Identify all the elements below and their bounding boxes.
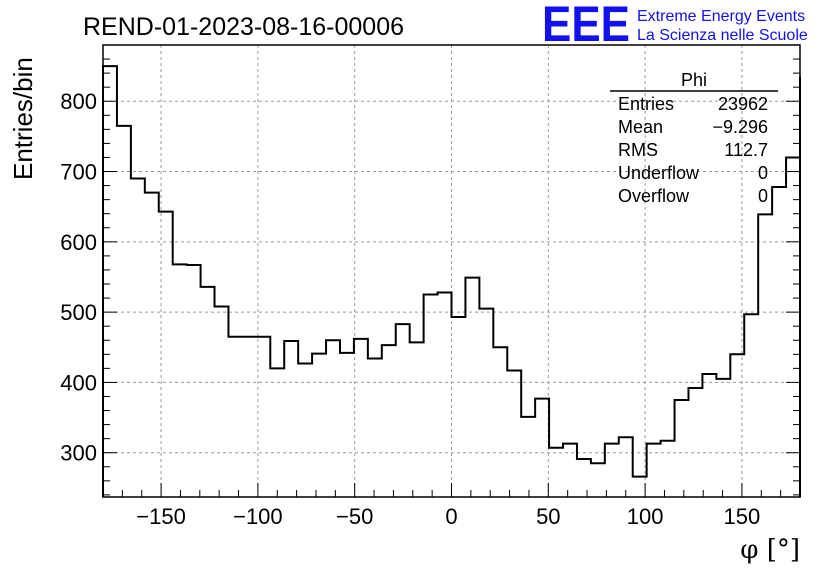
histogram-step-line	[102, 65, 801, 497]
y-tick-label: 400	[60, 370, 97, 395]
y-tick-label: 700	[60, 160, 97, 185]
x-tick-label: −100	[233, 504, 283, 529]
logo-line-1: Extreme Energy Events	[637, 8, 805, 25]
stats-label-rms: RMS	[618, 140, 658, 160]
chart-title: REND-01-2023-08-16-00006	[83, 13, 404, 41]
stats-label-underflow: Underflow	[618, 163, 700, 183]
histogram	[102, 65, 801, 497]
axis-ticks	[102, 44, 801, 497]
x-tick-label: 100	[627, 504, 664, 529]
eee-logo: EEE Extreme Energy Events La Scienza nel…	[542, 0, 808, 52]
stats-label-mean: Mean	[618, 117, 663, 137]
x-tick-label: 150	[724, 504, 761, 529]
stats-value-overflow: 0	[758, 186, 768, 206]
y-tick-label: 300	[60, 441, 97, 466]
eee-logo-mark: EEE	[542, 0, 630, 52]
y-tick-label: 600	[60, 230, 97, 255]
stats-title: Phi	[681, 70, 707, 90]
x-tick-label: −50	[336, 504, 373, 529]
x-tick-label: −150	[136, 504, 186, 529]
stats-value-underflow: 0	[758, 163, 768, 183]
stats-value-rms: 112.7	[724, 140, 768, 160]
grid	[103, 45, 800, 497]
x-tick-label: 0	[445, 504, 457, 529]
stats-box: Phi Entries 23962 Mean −9.296 RMS 112.7 …	[610, 70, 778, 206]
y-tick-label: 500	[60, 300, 97, 325]
stats-value-mean: −9.296	[712, 117, 768, 137]
stats-label-entries: Entries	[618, 94, 674, 114]
stats-label-overflow: Overflow	[618, 186, 690, 206]
logo-line-2: La Scienza nelle Scuole	[637, 27, 808, 44]
x-tick-label: 50	[536, 504, 560, 529]
tick-labels: −150 −100 −50 0 50 100 150 300 400 500 600 700 800	[60, 89, 760, 529]
y-axis-label: Entries/bin	[8, 57, 38, 180]
y-tick-label: 800	[60, 89, 97, 114]
stats-value-entries: 23962	[718, 94, 768, 114]
x-axis-label: φ [°]	[740, 535, 800, 565]
